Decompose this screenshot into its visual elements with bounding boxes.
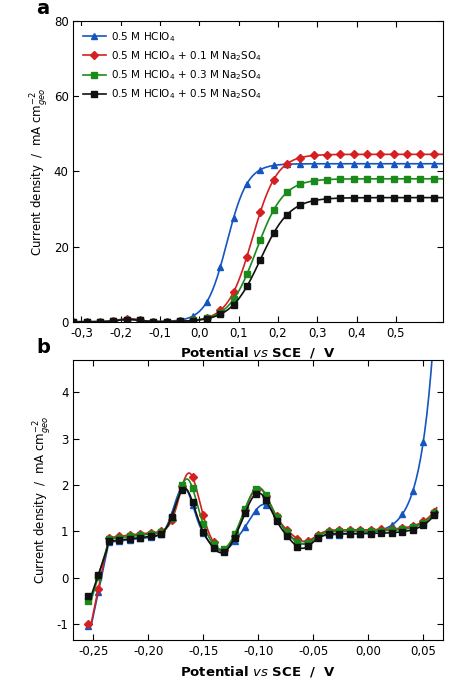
Y-axis label: Current density  /  mA cm$^{-2}_{geo}$: Current density / mA cm$^{-2}_{geo}$	[30, 416, 53, 584]
0.5 M HClO$_4$ + 0.5 M Na$_2$SO$_4$	[374, 194, 379, 202]
0.5 M HClO$_4$ + 0.1 M Na$_2$SO$_4$	[440, 150, 446, 158]
Line: 0.5 M HClO$_4$ + 0.3 M Na$_2$SO$_4$: 0.5 M HClO$_4$ + 0.3 M Na$_2$SO$_4$	[71, 176, 446, 325]
Text: b: b	[36, 338, 50, 357]
Line: 0.5 M HClO$_4$ + 0.5 M Na$_2$SO$_4$: 0.5 M HClO$_4$ + 0.5 M Na$_2$SO$_4$	[71, 195, 446, 325]
0.5 M HClO$_4$ + 0.5 M Na$_2$SO$_4$	[246, 278, 252, 286]
0.5 M HClO$_4$	[440, 160, 446, 168]
0.5 M HClO$_4$ + 0.1 M Na$_2$SO$_4$	[291, 156, 296, 164]
0.5 M HClO$_4$ + 0.3 M Na$_2$SO$_4$	[248, 260, 254, 268]
0.5 M HClO$_4$	[248, 173, 254, 181]
0.5 M HClO$_4$ + 0.3 M Na$_2$SO$_4$	[291, 183, 296, 192]
0.5 M HClO$_4$	[431, 160, 437, 168]
0.5 M HClO$_4$ + 0.5 M Na$_2$SO$_4$	[440, 194, 446, 202]
0.5 M HClO$_4$ + 0.5 M Na$_2$SO$_4$	[71, 318, 76, 326]
0.5 M HClO$_4$ + 0.3 M Na$_2$SO$_4$	[246, 265, 252, 273]
0.5 M HClO$_4$ + 0.5 M Na$_2$SO$_4$	[291, 205, 296, 213]
0.5 M HClO$_4$ + 0.5 M Na$_2$SO$_4$	[248, 274, 254, 282]
0.5 M HClO$_4$ + 0.3 M Na$_2$SO$_4$	[374, 174, 379, 183]
Line: 0.5 M HClO$_4$ + 0.1 M Na$_2$SO$_4$: 0.5 M HClO$_4$ + 0.1 M Na$_2$SO$_4$	[71, 152, 446, 325]
0.5 M HClO$_4$	[374, 160, 379, 168]
0.5 M HClO$_4$ + 0.5 M Na$_2$SO$_4$	[431, 194, 437, 202]
0.5 M HClO$_4$ + 0.3 M Na$_2$SO$_4$	[271, 206, 276, 215]
0.5 M HClO$_4$ + 0.1 M Na$_2$SO$_4$	[71, 318, 76, 326]
0.5 M HClO$_4$ + 0.1 M Na$_2$SO$_4$	[248, 238, 254, 246]
0.5 M HClO$_4$ + 0.1 M Na$_2$SO$_4$	[374, 150, 379, 158]
0.5 M HClO$_4$ + 0.1 M Na$_2$SO$_4$	[246, 245, 252, 253]
0.5 M HClO$_4$	[291, 160, 296, 168]
Legend: 0.5 M HClO$_4$, 0.5 M HClO$_4$ + 0.1 M Na$_2$SO$_4$, 0.5 M HClO$_4$ + 0.3 M Na$_: 0.5 M HClO$_4$, 0.5 M HClO$_4$ + 0.1 M N…	[79, 26, 266, 105]
0.5 M HClO$_4$ + 0.3 M Na$_2$SO$_4$	[71, 318, 76, 326]
X-axis label: Potential $vs$ SCE  /  V: Potential $vs$ SCE / V	[181, 345, 336, 361]
0.5 M HClO$_4$ + 0.1 M Na$_2$SO$_4$	[271, 176, 276, 184]
0.5 M HClO$_4$	[271, 161, 276, 170]
Line: 0.5 M HClO$_4$: 0.5 M HClO$_4$	[70, 161, 447, 325]
0.5 M HClO$_4$ + 0.1 M Na$_2$SO$_4$	[431, 150, 437, 158]
0.5 M HClO$_4$	[71, 318, 76, 326]
0.5 M HClO$_4$ + 0.3 M Na$_2$SO$_4$	[440, 174, 446, 183]
0.5 M HClO$_4$ + 0.3 M Na$_2$SO$_4$	[431, 174, 437, 183]
Y-axis label: Current density  /  mA cm$^{-2}_{geo}$: Current density / mA cm$^{-2}_{geo}$	[27, 87, 50, 255]
0.5 M HClO$_4$ + 0.5 M Na$_2$SO$_4$	[271, 229, 276, 237]
X-axis label: Potential $vs$ SCE  /  V: Potential $vs$ SCE / V	[181, 664, 336, 679]
0.5 M HClO$_4$	[246, 176, 252, 185]
Text: a: a	[36, 0, 50, 18]
